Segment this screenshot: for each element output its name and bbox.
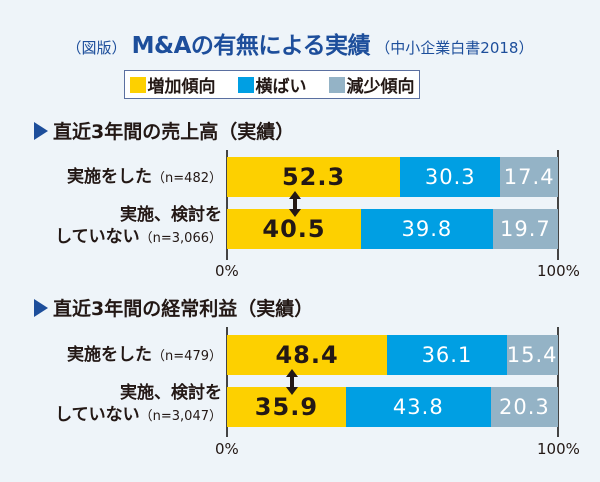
bar-segment-decrease: 20.3 (490, 387, 558, 427)
row-label-n: （n=482） (152, 171, 222, 186)
legend-item-decrease: 減少傾向 (328, 72, 415, 97)
row-label-n: （n=3,047） (139, 409, 222, 424)
bar-profit-didnot: 35.9 43.8 20.3 (227, 387, 558, 427)
chart-title: （図版） M&Aの有無による実績 （中小企業白書2018） (0, 26, 600, 60)
triangle-bullet-icon (34, 121, 48, 140)
row-label-profit-didnot: 実施、検討を していない（n=3,047） (55, 382, 222, 428)
bar-sales-didnot: 40.5 39.8 19.7 (227, 209, 558, 249)
bar-segment-increase: 48.4 (227, 335, 388, 375)
compare-arrow-icon (286, 369, 298, 395)
row-label-sales-did: 実施をした（n=482） (67, 166, 222, 190)
data-label-flat: 43.8 (392, 395, 444, 419)
title-prefix: （図版） (66, 39, 127, 57)
data-label-decrease: 17.4 (503, 165, 555, 189)
row-label-text-line1: 実施、検討を (120, 383, 222, 403)
axis-left-sales (226, 150, 228, 260)
triangle-bullet-icon (34, 298, 48, 317)
data-label-increase: 48.4 (275, 341, 339, 369)
row-label-n: （n=3,066） (139, 231, 222, 246)
data-label-increase: 40.5 (262, 215, 326, 243)
tick-0-sales: 0% (215, 262, 239, 280)
legend-swatch-increase (129, 76, 146, 93)
section-title-profit: 直近3年間の経常利益（実績） (53, 298, 314, 320)
section-heading-sales: 直近3年間の売上高（実績） (34, 117, 294, 144)
row-label-text-line1: 実施、検討を (120, 205, 222, 225)
data-label-flat: 36.1 (421, 343, 473, 367)
data-label-decrease: 20.3 (499, 395, 550, 419)
row-label-text: 実施をした (67, 345, 153, 365)
bar-sales-did: 52.3 30.3 17.4 (227, 157, 558, 197)
bar-segment-flat: 30.3 (400, 157, 501, 197)
axis-right-profit (557, 327, 559, 437)
data-label-decrease: 19.7 (500, 217, 551, 241)
data-label-decrease: 15.4 (506, 343, 558, 367)
title-main: M&Aの有無による実績 (131, 33, 371, 59)
data-label-flat: 30.3 (424, 165, 476, 189)
bar-segment-flat: 39.8 (361, 209, 493, 249)
tick-100-sales: 100% (537, 262, 580, 280)
tick-100-profit: 100% (537, 440, 580, 458)
legend-swatch-decrease (328, 76, 345, 93)
row-label-text: 実施をした (67, 167, 153, 187)
legend-label-increase: 増加傾向 (147, 77, 216, 97)
section-title-sales: 直近3年間の売上高（実績） (53, 121, 295, 143)
bar-segment-flat: 43.8 (345, 387, 491, 427)
axis-left-profit (226, 327, 228, 437)
data-label-increase: 52.3 (281, 163, 346, 191)
title-source: （中小企業白書2018） (375, 39, 534, 57)
row-label-sales-didnot: 実施、検討を していない（n=3,066） (55, 204, 222, 250)
data-label-increase: 35.9 (254, 393, 319, 421)
legend-label-decrease: 減少傾向 (346, 77, 415, 97)
bar-segment-decrease: 15.4 (506, 335, 558, 375)
row-label-text-line2: していない (55, 227, 140, 247)
data-label-flat: 39.8 (401, 217, 453, 241)
bar-segment-increase: 52.3 (227, 157, 401, 197)
legend-item-flat: 横ばい (237, 72, 307, 97)
legend-swatch-flat (237, 76, 254, 93)
bar-segment-decrease: 19.7 (492, 209, 558, 249)
legend: 増加傾向 横ばい 減少傾向 (124, 70, 420, 99)
row-label-text-line2: していない (55, 405, 140, 425)
row-label-n: （n=479） (152, 349, 222, 364)
legend-label-flat: 横ばい (255, 77, 307, 97)
bar-segment-flat: 36.1 (387, 335, 507, 375)
bar-segment-decrease: 17.4 (500, 157, 558, 197)
row-label-profit-did: 実施をした（n=479） (67, 344, 222, 368)
section-heading-profit: 直近3年間の経常利益（実績） (34, 294, 313, 321)
compare-arrow-icon (289, 191, 301, 217)
legend-item-increase: 増加傾向 (129, 72, 216, 97)
axis-right-sales (557, 150, 559, 260)
tick-0-profit: 0% (215, 440, 239, 458)
bar-segment-increase: 35.9 (227, 387, 346, 427)
bar-profit-did: 48.4 36.1 15.4 (227, 335, 558, 375)
